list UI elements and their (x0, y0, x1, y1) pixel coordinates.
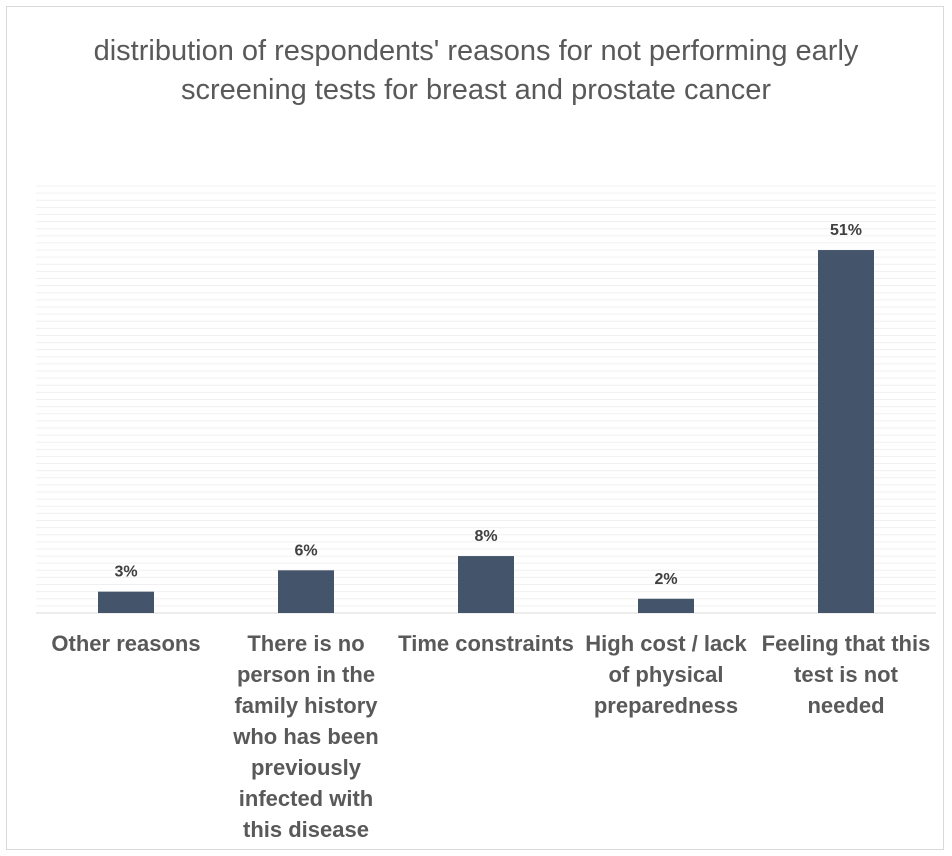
chart-title: distribution of respondents' reasons for… (93, 35, 859, 106)
bar-1 (278, 570, 334, 613)
data-label-1: 6% (294, 542, 317, 559)
bar-0 (98, 591, 154, 613)
category-label-no-family-history: There is no person in the family history… (233, 631, 379, 842)
bar-2 (458, 556, 514, 613)
data-label-0: 3% (114, 564, 137, 581)
data-label-4: 51% (830, 222, 862, 239)
data-label-3: 2% (654, 571, 677, 588)
category-label-high-cost: High cost / lack of physical preparednes… (585, 631, 747, 718)
bar-3 (638, 598, 694, 613)
category-label-time-constraints: Time constraints (398, 631, 574, 656)
data-label-2: 8% (474, 528, 497, 545)
bar-4 (818, 250, 874, 614)
category-label-test-not-needed: Feeling that this test is not needed (761, 631, 931, 718)
category-label-other-reasons: Other reasons (51, 631, 201, 656)
